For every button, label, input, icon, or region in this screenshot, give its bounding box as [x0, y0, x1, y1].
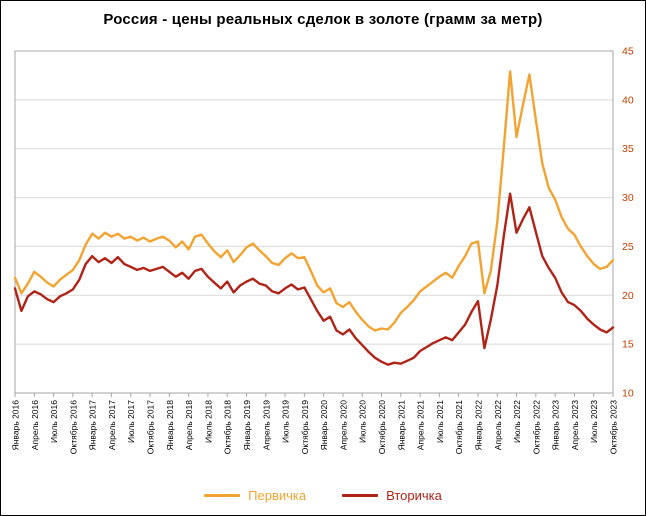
svg-text:Апрель 2021: Апрель 2021: [416, 400, 426, 450]
svg-text:Январь 2019: Январь 2019: [242, 400, 252, 451]
svg-text:Апрель 2020: Апрель 2020: [338, 400, 348, 450]
svg-text:Январь 2017: Январь 2017: [88, 400, 98, 451]
svg-text:Июль 2019: Июль 2019: [281, 400, 291, 443]
svg-text:Октябрь 2020: Октябрь 2020: [377, 400, 387, 454]
svg-text:Октябрь 2023: Октябрь 2023: [609, 400, 619, 454]
svg-text:Апрель 2016: Апрель 2016: [30, 400, 40, 450]
svg-text:30: 30: [622, 192, 634, 204]
legend-label-pervichka: Первичка: [248, 488, 307, 503]
chart-legend: Первичка Вторичка: [1, 488, 645, 503]
svg-text:Июль 2018: Июль 2018: [203, 400, 213, 443]
legend-swatch-pervichka-icon: [204, 494, 241, 497]
svg-text:Апрель 2018: Апрель 2018: [184, 400, 194, 450]
svg-text:Октябрь 2021: Октябрь 2021: [454, 400, 464, 454]
svg-text:Апрель 2023: Апрель 2023: [570, 400, 580, 450]
svg-text:Октябрь 2016: Октябрь 2016: [68, 400, 78, 454]
legend-label-vtorichka: Вторичка: [386, 488, 442, 503]
svg-text:Июль 2017: Июль 2017: [126, 400, 136, 443]
svg-text:Январь 2018: Январь 2018: [165, 400, 175, 451]
legend-item-vtorichka: Вторичка: [342, 488, 442, 503]
svg-text:Июль 2022: Июль 2022: [512, 400, 522, 443]
svg-text:15: 15: [622, 339, 634, 351]
svg-text:45: 45: [622, 46, 634, 58]
svg-text:Январь 2022: Январь 2022: [473, 400, 483, 451]
chart-title: Россия - цены реальных сделок в золоте (…: [103, 11, 543, 28]
svg-text:Июль 2023: Июль 2023: [589, 400, 599, 443]
legend-item-pervichka: Первичка: [204, 488, 306, 503]
svg-text:Апрель 2017: Апрель 2017: [107, 400, 117, 450]
svg-text:25: 25: [622, 241, 634, 253]
svg-text:Апрель 2022: Апрель 2022: [493, 400, 503, 450]
svg-text:10: 10: [622, 388, 634, 400]
svg-text:Январь 2020: Январь 2020: [319, 400, 329, 451]
svg-text:Июль 2021: Июль 2021: [435, 400, 445, 443]
svg-text:Октябрь 2017: Октябрь 2017: [146, 400, 156, 454]
svg-text:Июль 2020: Июль 2020: [358, 400, 368, 443]
svg-text:Июль 2016: Июль 2016: [49, 400, 59, 443]
svg-text:Октябрь 2018: Октябрь 2018: [223, 400, 233, 454]
svg-text:40: 40: [622, 94, 634, 106]
svg-text:Октябрь 2019: Октябрь 2019: [300, 400, 310, 454]
svg-text:Апрель 2019: Апрель 2019: [261, 400, 271, 450]
legend-swatch-vtorichka-icon: [342, 494, 379, 497]
svg-text:Октябрь 2022: Октябрь 2022: [531, 400, 541, 454]
svg-text:Январь 2021: Январь 2021: [396, 400, 406, 451]
svg-text:Январь 2023: Январь 2023: [551, 400, 561, 451]
svg-text:Январь 2016: Январь 2016: [11, 400, 21, 451]
svg-text:20: 20: [622, 290, 634, 302]
svg-text:35: 35: [622, 143, 634, 155]
